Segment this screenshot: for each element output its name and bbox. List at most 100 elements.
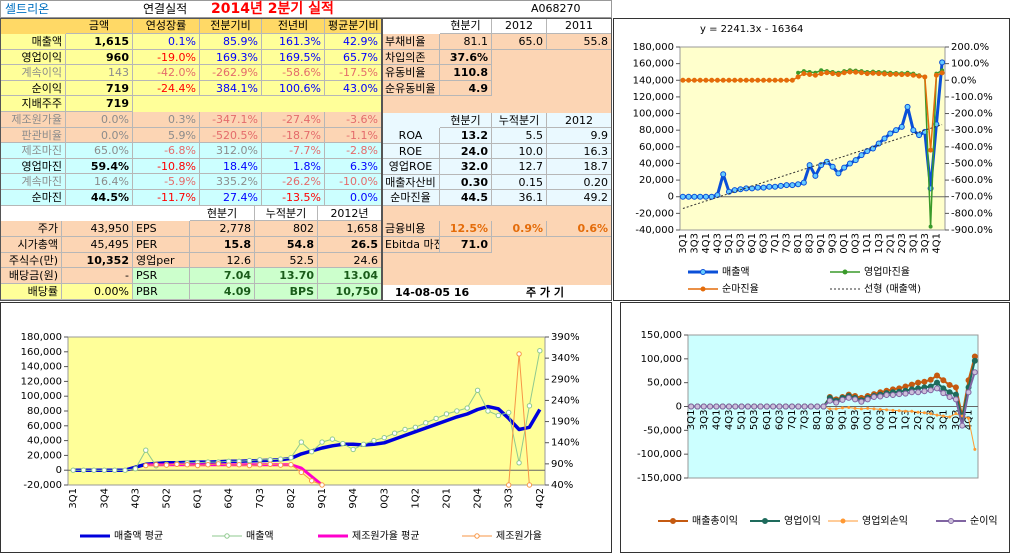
marker [381, 434, 387, 441]
y-tick-label: 0 [668, 192, 674, 203]
marker [796, 70, 801, 75]
marker [749, 185, 756, 192]
x-tick-label: 2Q3 [926, 410, 937, 431]
marker [720, 171, 727, 178]
marker [686, 77, 692, 83]
marker [800, 179, 807, 186]
cell-value: 81.1 [440, 34, 492, 50]
marker [866, 406, 870, 410]
x-tick-label: 9Q3 [828, 233, 839, 254]
marker [940, 385, 947, 392]
marker [812, 72, 818, 78]
row-label: 계속이익 [0, 65, 66, 81]
marker [298, 469, 305, 476]
marker [516, 351, 522, 357]
marker [858, 398, 865, 405]
legend-label: 매출액 평균 [114, 530, 163, 542]
row-label: 순마진 [0, 190, 66, 206]
marker [755, 77, 761, 83]
table-header-band [382, 18, 612, 34]
column-header: 누적분기 [492, 113, 547, 128]
marker [495, 412, 502, 419]
x-tick-label: 0Q1 [839, 233, 850, 254]
marker [163, 462, 170, 468]
series-line [682, 71, 943, 151]
marker [360, 441, 367, 447]
cell-value: -262.9% [200, 65, 262, 81]
marker [795, 74, 801, 80]
marker [954, 412, 958, 416]
cell-value: 312.0% [200, 143, 262, 159]
y-tick-label: 100,000 [21, 391, 62, 402]
row-label: EPS [133, 221, 190, 237]
marker [921, 378, 928, 385]
legend-marker [840, 518, 846, 524]
y-tick-label: -100,000 [637, 449, 682, 460]
cell-value: -7.7% [262, 143, 325, 159]
marker [921, 388, 928, 395]
y-tick-label: 160,000 [633, 59, 674, 70]
marker [908, 381, 915, 388]
marker [818, 71, 824, 77]
marker [319, 439, 325, 445]
x-tick-label: 5Q3 [735, 233, 746, 254]
cell-value: 13.2 [440, 128, 492, 144]
column-header: 현분기 [190, 206, 255, 221]
cell-value: 161.3% [262, 34, 325, 50]
marker [308, 449, 315, 455]
marker [927, 387, 934, 394]
cell-value: -5.9% [133, 174, 200, 190]
cell-value: 65.0% [66, 143, 133, 159]
x-tick-label: 5Q1 [724, 233, 735, 254]
company-name: 셀트리온 [5, 2, 50, 16]
marker [702, 193, 709, 200]
cell-value: 32.0 [440, 159, 492, 175]
x-tick-label: 6Q1 [193, 488, 204, 509]
row-label: 매출액 [0, 34, 66, 50]
marker [257, 462, 263, 468]
x-tick-label: 0Q3 [379, 488, 390, 509]
marker [946, 382, 953, 389]
marker [267, 461, 273, 467]
row-label: 계속마진 [0, 174, 66, 190]
cell-value: 960 [66, 49, 133, 66]
marker [782, 403, 789, 410]
column-header: 연성장률 [133, 18, 200, 34]
row-band [0, 80, 382, 97]
y-tick-label: 0 [56, 465, 62, 476]
marker [685, 193, 692, 200]
footer-band [382, 285, 612, 301]
row-band [0, 221, 133, 237]
marker [744, 403, 751, 410]
marker [933, 72, 939, 78]
marker [298, 439, 305, 445]
cell-value: 719 [66, 96, 133, 112]
y2-tick-label: -200.0% [951, 109, 993, 120]
marker [738, 403, 745, 410]
row-band [0, 158, 382, 175]
marker [841, 70, 847, 76]
marker [952, 384, 959, 391]
marker [267, 457, 273, 463]
marker [433, 415, 439, 422]
row-band [0, 49, 382, 66]
row-band [133, 252, 382, 269]
x-tick-label: 1Q3 [874, 233, 885, 254]
marker [153, 462, 159, 468]
marker [833, 399, 840, 406]
y-tick-label: 120,000 [633, 92, 674, 103]
marker [916, 132, 923, 139]
y-tick-label: 150,000 [641, 330, 682, 341]
date: 14-08-05 16 [395, 286, 470, 299]
marker [789, 403, 796, 410]
cell-value: -24.4% [133, 80, 200, 97]
marker [215, 461, 222, 467]
marker [877, 393, 884, 400]
y2-tick-label: 390% [551, 332, 580, 343]
row-label: 주식수(만) [0, 252, 62, 269]
cell-value: 15.8 [190, 236, 255, 253]
marker [506, 482, 512, 488]
y-tick-label: 100,000 [641, 354, 682, 365]
marker [778, 77, 784, 83]
legend-label: 선형 (매출액) [864, 283, 921, 295]
